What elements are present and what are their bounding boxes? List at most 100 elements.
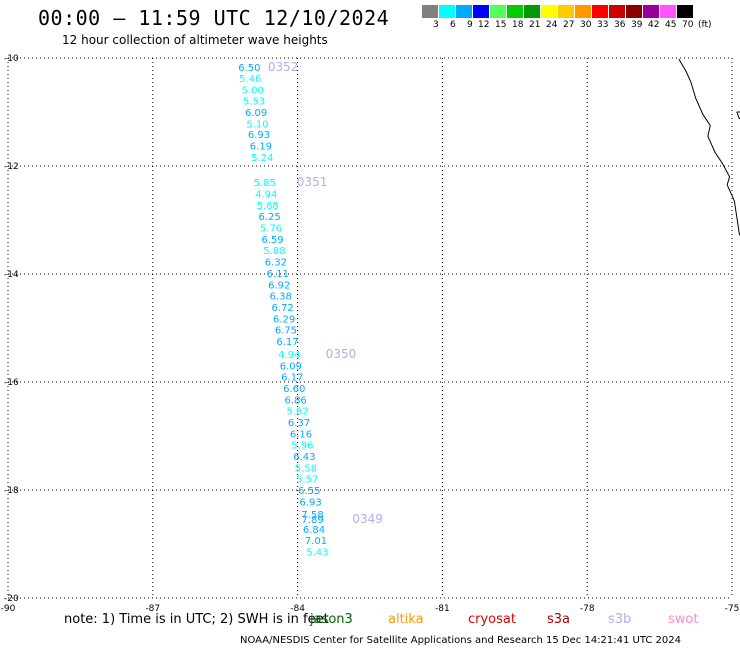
legend-label: 6 [450, 20, 456, 30]
pass-labels: 0352 0351 0350 0349 [268, 60, 383, 526]
legend-swatch [541, 5, 558, 18]
wave-height-label: 6.50 [238, 63, 260, 74]
legend-swatch [558, 5, 575, 18]
pass-id-label: 0352 [268, 60, 299, 74]
wave-height-label: 6.29 [273, 314, 295, 325]
map-subtitle: 12 hour collection of altimeter wave hei… [62, 33, 328, 47]
legend-swatch [592, 5, 609, 18]
coastline [678, 58, 740, 237]
wave-height-label: 6.09 [245, 108, 267, 119]
wave-height-label: 6.38 [270, 292, 292, 303]
legend-swatch [643, 5, 660, 18]
satellite-label-s3b: s3b [608, 612, 632, 627]
wave-height-label: 6.93 [299, 497, 321, 508]
wave-height-label: 6.43 [293, 452, 315, 463]
legend-swatch [490, 5, 507, 18]
legend-label: 33 [597, 20, 609, 30]
legend-label: 36 [614, 20, 626, 30]
y-tick-label: -16 [4, 378, 19, 388]
y-tick-label: -14 [4, 270, 19, 280]
wave-height-label: 7.58 [301, 510, 323, 521]
footnote: note: 1) Time is in UTC; 2) SWH is in fe… [64, 612, 329, 627]
legend-swatch [609, 5, 626, 18]
legend-swatch [422, 5, 439, 18]
wave-height-label: 6.17 [276, 337, 298, 348]
legend-labels: 3 6 9 12 15 18 21 24 27 30 33 36 39 42 45 70 (ft) [422, 20, 740, 32]
wave-height-label: 5.10 [246, 119, 268, 130]
wave-height-label: 6.59 [261, 235, 283, 246]
wave-height-label: 6.09 [280, 361, 302, 372]
legend-label: 30 [580, 20, 592, 30]
wave-height-label: 5.62 [286, 407, 308, 418]
wave-height-label: 6.16 [290, 429, 312, 440]
island-outline [736, 111, 740, 120]
wave-height-label: 5.46 [239, 74, 261, 85]
legend-swatch [575, 5, 592, 18]
satellite-label-s3a: s3a [547, 612, 571, 627]
wave-height-label: 7.89 [301, 515, 323, 526]
lat-lon-grid [7, 57, 733, 599]
x-tick-label: -78 [580, 604, 595, 614]
satellite-label-swot: swot [668, 612, 699, 627]
color-legend [422, 5, 694, 18]
legend-swatch [626, 5, 643, 18]
legend-label: 21 [529, 20, 541, 30]
legend-unit: (ft) [698, 20, 712, 30]
legend-label: 9 [467, 20, 473, 30]
legend-swatch [473, 5, 490, 18]
wave-height-label: 6.19 [250, 141, 272, 152]
satellite-label-cryosat: cryosat [468, 612, 516, 627]
wave-height-label: 6.17 [281, 373, 303, 384]
wave-height-label: 6.32 [265, 258, 287, 269]
y-tick-label: -10 [4, 54, 19, 64]
wave-height-label: 6.92 [268, 280, 290, 291]
legend-label: 12 [478, 20, 490, 30]
legend-label: 15 [495, 20, 507, 30]
wave-height-label: 5.57 [296, 475, 318, 486]
wave-height-label: 4.94 [255, 190, 277, 201]
wave-height-label: 6.84 [303, 525, 325, 536]
x-tick-label: -90 [1, 604, 16, 614]
y-tick-label: -12 [4, 162, 19, 172]
wave-height-label: 6.55 [298, 486, 320, 497]
pass-id-label: 0349 [352, 512, 383, 526]
x-tick-label: -84 [290, 604, 305, 614]
wave-height-label: 5.58 [295, 463, 317, 474]
x-tick-label: -81 [435, 604, 450, 614]
wave-height-label: 7.01 [305, 536, 327, 547]
wave-height-label: 6.93 [248, 130, 270, 141]
satellite-label-altika: altika [388, 612, 424, 627]
legend-swatch [456, 5, 473, 18]
wave-height-label: 4.94 [278, 350, 300, 361]
wave-height-label: 6.25 [258, 212, 280, 223]
wave-height-label: 5.85 [254, 178, 276, 189]
legend-label: 24 [546, 20, 558, 30]
legend-swatch [660, 5, 677, 18]
wave-height-label: 6.11 [267, 269, 289, 280]
axis-ticks: -90 -87 -84 -81 -78 -75 -10 -12 -14 -16 -18 -20 [1, 54, 740, 614]
legend-swatch [677, 5, 694, 18]
wave-height-label: 6.60 [283, 384, 305, 395]
wave-height-label: 6.37 [288, 418, 310, 429]
wave-height-label: 5.43 [306, 548, 328, 559]
x-tick-label: -87 [145, 604, 160, 614]
map-title: 00:00 – 11:59 UTC 12/10/2024 [38, 6, 390, 30]
legend-swatch [439, 5, 456, 18]
legend-label: 70 [682, 20, 694, 30]
wave-height-label: 5.96 [291, 441, 313, 452]
wave-height-label: 6.86 [285, 395, 307, 406]
x-tick-label: -75 [725, 604, 740, 614]
wave-height-label: 5.24 [251, 153, 273, 164]
legend-label: 42 [648, 20, 660, 30]
legend-label: 45 [665, 20, 677, 30]
pass-id-label: 0351 [297, 175, 328, 189]
wave-height-label: 6.72 [272, 303, 294, 314]
wave-height-points: 6.505.465.005.536.095.106.936.195.245.85… [238, 63, 328, 558]
legend-label: 39 [631, 20, 643, 30]
legend-label: 27 [563, 20, 575, 30]
y-tick-label: -18 [4, 486, 19, 496]
wave-height-label: 5.76 [260, 224, 282, 235]
y-tick-label: -20 [4, 594, 19, 604]
wave-height-label: 5.68 [257, 201, 279, 212]
